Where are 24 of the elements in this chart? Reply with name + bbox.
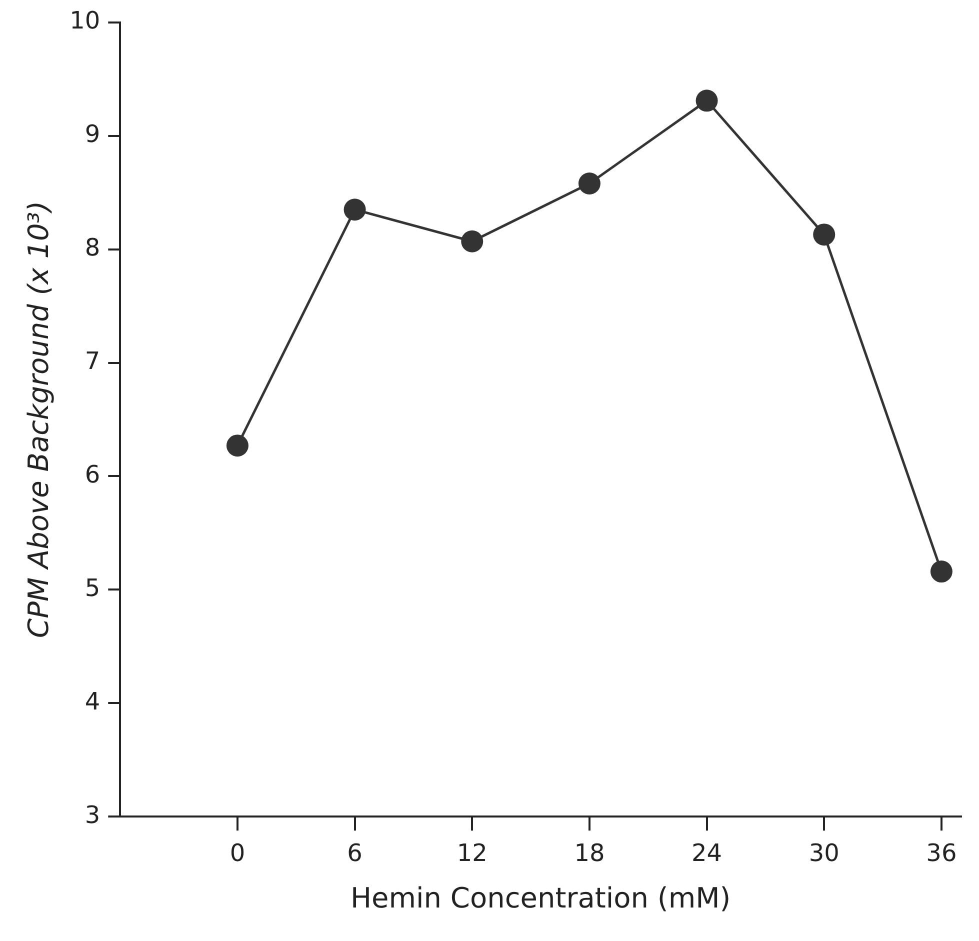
x-tick-label: 36	[926, 839, 957, 868]
x-tick-label: 18	[574, 839, 605, 868]
point	[813, 224, 836, 246]
point	[578, 172, 600, 195]
x-tick-label: 30	[808, 839, 840, 868]
x-tick-label: 12	[456, 839, 488, 868]
y-tick-label: 5	[84, 574, 100, 602]
y-tick-label: 7	[84, 347, 100, 376]
point	[344, 198, 366, 221]
y-axis-title: CPM Above Background (x 10³)	[22, 201, 56, 638]
point	[696, 90, 718, 112]
y-tick-label: 3	[84, 800, 100, 829]
point	[461, 230, 484, 252]
point	[226, 434, 248, 457]
y-tick-label: 6	[84, 460, 100, 488]
y-tick-label: 9	[84, 120, 100, 148]
point	[930, 560, 952, 583]
x-tick-label: 6	[347, 839, 362, 868]
y-tick-label: 4	[84, 687, 100, 716]
x-axis-title: Hemin Concentration (mM)	[350, 881, 731, 914]
y-tick-label: 8	[84, 234, 100, 262]
x-tick-label: 0	[230, 839, 246, 868]
y-tick-label: 10	[70, 6, 100, 35]
x-tick-label: 24	[692, 839, 722, 868]
